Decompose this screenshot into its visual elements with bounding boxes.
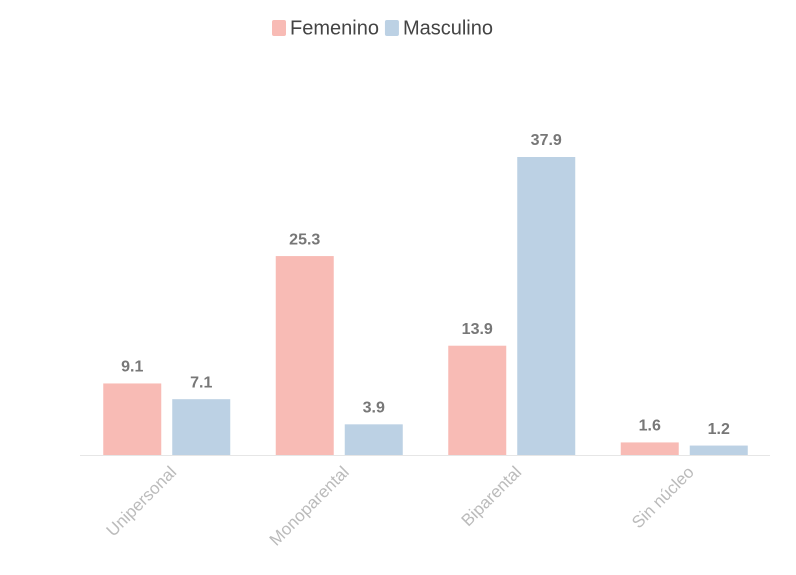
x-tick-label: Sin núcleo — [628, 463, 698, 533]
value-label: 37.9 — [531, 132, 562, 149]
bar — [275, 256, 334, 455]
legend: Femenino Masculino — [272, 17, 493, 39]
bar — [448, 345, 507, 455]
value-label: 9.1 — [121, 359, 143, 376]
bar — [344, 424, 403, 455]
bar — [620, 442, 679, 455]
legend-swatch — [272, 20, 286, 36]
value-label: 1.6 — [639, 418, 661, 435]
x-tick-label: Monoparental — [266, 463, 353, 550]
x-tick-label: Unipersonal — [103, 463, 181, 541]
value-label: 13.9 — [462, 321, 493, 338]
bar — [103, 383, 162, 455]
bar — [689, 445, 748, 455]
bar — [172, 399, 231, 455]
bar — [517, 157, 576, 455]
value-label: 1.2 — [708, 421, 730, 438]
value-label: 3.9 — [363, 400, 385, 417]
legend-label: Masculino — [403, 17, 493, 39]
value-label: 25.3 — [289, 231, 320, 248]
legend-swatch — [384, 20, 399, 36]
x-tick-label: Biparental — [458, 463, 526, 531]
value-label: 7.1 — [190, 374, 212, 391]
legend-label: Femenino — [290, 17, 379, 39]
